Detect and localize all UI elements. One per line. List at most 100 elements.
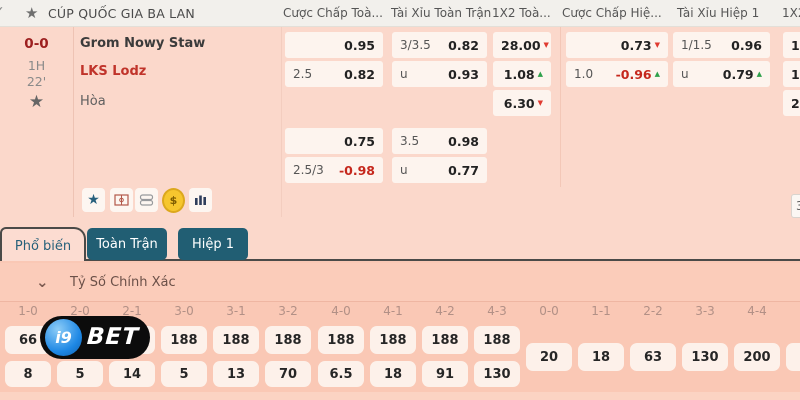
score-odds-cell[interactable]: 188	[161, 326, 207, 354]
odds-line: u	[400, 67, 408, 81]
favorite-match-star-icon[interactable]: ★	[28, 92, 45, 112]
score-odds-cell[interactable]: 63	[630, 343, 676, 371]
home-team-name: Grom Nowy Staw	[80, 36, 206, 51]
score-odds-cell[interactable]: 188	[422, 326, 468, 354]
score-column: 2-2 63	[630, 304, 676, 396]
odds-value: 0.95	[344, 37, 375, 53]
score-column: A	[786, 304, 800, 396]
divider	[73, 27, 74, 217]
coin-icon[interactable]: $	[162, 187, 185, 213]
score-odds-cell[interactable]: 188	[474, 326, 520, 354]
odds-line: 2.5	[293, 67, 313, 81]
tab-underline	[82, 259, 800, 261]
score-column: 3-1 188 13	[213, 304, 259, 396]
divider	[281, 27, 282, 217]
competition-name: CÚP QUỐC GIA BA LAN	[48, 6, 195, 21]
odds-line: u	[681, 67, 689, 81]
competition-header-bar: ✓ ★ CÚP QUỐC GIA BA LAN Cược Chấp Toà...…	[0, 0, 800, 27]
match-minute: 22'	[26, 74, 47, 89]
odds-cell[interactable]: 2	[783, 90, 800, 116]
odds-cell[interactable]: 6.30 ▼	[493, 90, 551, 116]
score-odds-cell[interactable]: 70	[265, 361, 311, 387]
odds-cell[interactable]: 2.5 0.82	[285, 61, 383, 87]
score-label: 2-1	[122, 304, 142, 318]
bet-logo-text: BET	[86, 324, 140, 350]
col-header-handicap-ft: Cược Chấp Toà...	[283, 6, 383, 20]
score-column: 4-0 188 6.5	[318, 304, 364, 396]
odds-cell[interactable]: u 0.77	[392, 157, 487, 183]
i9-logo-circle: i9	[45, 319, 82, 356]
favorite-star-icon[interactable]: ★	[82, 188, 105, 212]
odds-value: 17	[791, 37, 800, 53]
score-label: 4-0	[331, 304, 351, 318]
score-odds-cell[interactable]: 188	[370, 326, 416, 354]
score-column: 4-2 188 91	[422, 304, 468, 396]
odds-cell[interactable]: 2.5/3 -0.98	[285, 157, 383, 183]
odds-cell[interactable]: 0.75	[285, 128, 383, 154]
odds-cell[interactable]: 1/1.5 0.96	[673, 32, 770, 58]
odds-cell[interactable]: 1	[783, 61, 800, 87]
odds-cell[interactable]: u 0.79 ▲	[673, 61, 770, 87]
tab-full-match[interactable]: Toàn Trận	[87, 228, 167, 260]
odds-line: 2.5/3	[293, 163, 324, 177]
score-odds-cell[interactable]: 130	[474, 361, 520, 387]
odds-cell[interactable]: 0.95	[285, 32, 383, 58]
odds-cell[interactable]: 3/3.5 0.82	[392, 32, 487, 58]
odds-value: 0.75	[344, 133, 375, 149]
tab-popular[interactable]: Phổ biến	[0, 227, 86, 263]
odds-cell[interactable]: 0.73 ▼	[566, 32, 668, 58]
col-header-ou-ft: Tài Xỉu Toàn Trận	[391, 6, 492, 20]
odds-cell[interactable]: 1.0 -0.96 ▲	[566, 61, 668, 87]
trend-down-icon: ▼	[537, 98, 543, 107]
score-odds-cell[interactable]: 13	[213, 361, 259, 387]
score-odds-cell[interactable]: 18	[578, 343, 624, 371]
check-icon: ✓	[0, 4, 5, 20]
score-odds-cell[interactable]: 130	[682, 343, 728, 371]
odds-cell[interactable]: 1.08 ▲	[493, 61, 551, 87]
score-odds-cell[interactable]: 14	[109, 361, 155, 387]
score-label: 1-0	[18, 304, 38, 318]
pitch-icon[interactable]	[110, 188, 133, 212]
score-column: 1-1 18	[578, 304, 624, 396]
tab-first-half[interactable]: Hiệp 1	[178, 228, 248, 260]
odds-cell[interactable]: u 0.93	[392, 61, 487, 87]
odds-value: 0.82	[448, 37, 479, 53]
score-odds-cell[interactable]	[786, 343, 800, 371]
score-odds-cell[interactable]: 188	[265, 326, 311, 354]
score-odds-cell[interactable]: 5	[57, 361, 103, 387]
trend-up-icon: ▲	[756, 69, 762, 78]
score-odds-cell[interactable]: 200	[734, 343, 780, 371]
score-odds-cell[interactable]: 8	[5, 361, 51, 387]
odds-cell[interactable]: 17	[783, 32, 800, 58]
odds-value: -0.96	[615, 66, 652, 82]
odds-value: 1.08	[503, 66, 535, 82]
odds-cell[interactable]: 28.00 ▼	[493, 32, 551, 58]
score-label: 3-0	[174, 304, 194, 318]
chevron-down-icon[interactable]: ⌄	[36, 273, 49, 291]
favorite-competition-star-icon[interactable]: ★	[25, 4, 39, 22]
score-odds-cell[interactable]: 91	[422, 361, 468, 387]
score-label: 4-2	[435, 304, 455, 318]
score-label: A	[786, 304, 800, 318]
score-odds-cell[interactable]: 18	[370, 361, 416, 387]
odds-cell[interactable]: 3.5 0.98	[392, 128, 487, 154]
score-column: 3-0 188 5	[161, 304, 207, 396]
score-odds-cell[interactable]: 6.5	[318, 361, 364, 387]
score-column: 0-0 20	[526, 304, 572, 396]
lineups-icon[interactable]	[135, 188, 158, 212]
odds-value: 0.96	[731, 37, 762, 53]
score-label: 3-1	[226, 304, 246, 318]
more-markets-badge[interactable]: 3	[791, 194, 800, 218]
score-odds-cell[interactable]: 188	[318, 326, 364, 354]
score-odds-cell[interactable]: 188	[213, 326, 259, 354]
score-column: 4-1 188 18	[370, 304, 416, 396]
score-label: 3-2	[278, 304, 298, 318]
trend-down-icon: ▼	[654, 40, 660, 49]
score-label: 4-4	[747, 304, 767, 318]
odds-value: 0.98	[448, 133, 479, 149]
score-column: 4-3 188 130	[474, 304, 520, 396]
score-odds-cell[interactable]: 5	[161, 361, 207, 387]
score-odds-cell[interactable]: 20	[526, 343, 572, 371]
i9bet-watermark-logo: i9 BET	[40, 316, 150, 359]
stats-bars-icon[interactable]	[189, 188, 212, 212]
